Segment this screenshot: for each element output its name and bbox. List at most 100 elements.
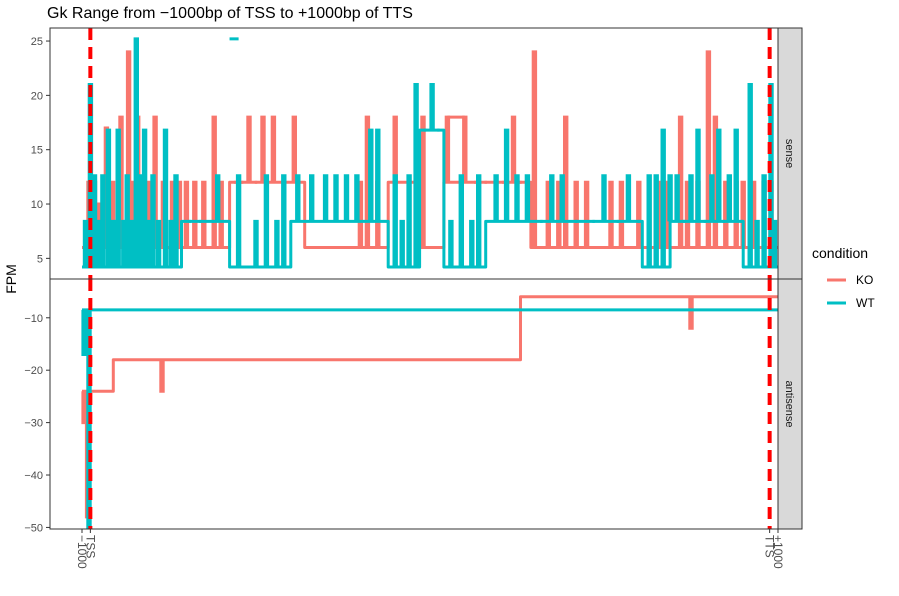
series-spike-wt <box>754 219 760 267</box>
series-spike-wt <box>413 83 419 267</box>
series-spike-wt <box>406 174 412 267</box>
series-spike-wt <box>747 83 753 267</box>
series-spike-wt <box>476 174 482 267</box>
series-spike-ko <box>531 50 538 248</box>
series-spike-wt <box>124 174 130 267</box>
y-tick-label: −40 <box>24 470 43 482</box>
series-spike-ko <box>260 115 266 183</box>
series-spike-ko <box>462 115 468 183</box>
x-tick-label: TTS <box>763 535 777 558</box>
panels: 5 10 15 20 25 sense −10 −20 −30 −40 −50 antisense <box>24 27 803 534</box>
series-spike-wt <box>295 174 301 222</box>
series-spike-wt <box>100 174 106 267</box>
series-spike-wt <box>458 174 464 267</box>
series-spike-wt <box>274 219 280 267</box>
panel-background <box>50 279 778 529</box>
series-spike-wt <box>155 219 162 267</box>
series-spike-ko <box>246 115 252 183</box>
legend-label-wt: WT <box>856 296 875 310</box>
y-tick-label: 15 <box>31 145 43 157</box>
series-spike-ko <box>109 180 116 248</box>
series-spike-wt <box>333 174 339 222</box>
series-spike-wt <box>82 219 89 267</box>
series-spike-ko <box>420 115 426 248</box>
series-spike-wt <box>469 219 475 267</box>
series-spike-wt <box>503 128 510 222</box>
series-spike-ko <box>270 115 277 183</box>
chart-title: Gk Range from −1000bp of TSS to +1000bp … <box>47 5 413 22</box>
y-axis-label: FPM <box>3 264 19 294</box>
series-spike-wt <box>768 83 774 267</box>
series-spike-wt <box>375 128 381 222</box>
series-spike-ko <box>201 180 207 248</box>
series-spike-wt <box>215 174 221 222</box>
series-spike-ko <box>192 180 198 248</box>
legend: condition KO WT <box>812 245 875 310</box>
series-spike-wt <box>660 128 666 267</box>
series-spike-ko <box>636 180 642 248</box>
legend-title: condition <box>812 245 868 261</box>
series-spike-ko <box>444 115 451 183</box>
series-spike-ko <box>583 180 590 248</box>
y-tick-label: 25 <box>31 36 43 48</box>
series-spike-wt <box>235 174 242 267</box>
series-spike-ko <box>392 115 398 183</box>
series-spike-ko <box>183 180 190 248</box>
series-spike-wt <box>733 128 739 222</box>
y-tick-label: −20 <box>24 365 43 377</box>
series-spike-wt <box>150 174 156 267</box>
panel-antisense: −10 −20 −30 −40 −50 antisense <box>24 278 803 534</box>
y-tick-label: −30 <box>24 418 43 430</box>
series-spike-wt <box>399 219 405 267</box>
series-spike-wt <box>667 174 673 222</box>
series-spike-wt <box>368 128 374 222</box>
series-spike-wt <box>674 174 680 222</box>
series-spike-wt <box>253 219 259 267</box>
series-spike-ko <box>291 115 297 183</box>
series-spike-wt <box>145 219 151 267</box>
series-spike-ko <box>688 296 694 330</box>
x-tick-label: TSS <box>83 535 97 558</box>
series-spike-wt <box>549 174 555 222</box>
series-spike-wt <box>709 174 715 222</box>
series-spike-wt <box>115 128 121 267</box>
series-spike-wt <box>392 174 398 267</box>
series-spike-wt <box>559 174 565 222</box>
series-spike-wt <box>726 174 732 222</box>
series-spike-wt <box>87 83 94 267</box>
y-tick-label: −10 <box>24 313 43 325</box>
series-spike-wt <box>110 219 116 267</box>
series-spike-wt <box>716 128 722 222</box>
series-spike-wt <box>429 83 435 131</box>
panel-sense: 5 10 15 20 25 sense <box>31 27 803 280</box>
series-spike-wt <box>129 219 135 267</box>
series-spike-ko <box>159 359 165 393</box>
x-tick-label: −1000 <box>75 535 89 569</box>
y-tick-label: 10 <box>31 199 43 211</box>
series-spike-wt <box>281 174 287 267</box>
strip-label: sense <box>783 139 795 168</box>
series-spike-wt <box>309 174 315 222</box>
series-spike-wt <box>646 174 652 267</box>
series-spike-wt <box>263 174 270 267</box>
x-tick-label: +1000 <box>771 535 785 569</box>
series-spike-wt <box>688 174 694 222</box>
series-spike-wt <box>141 128 148 267</box>
series-spike-wt <box>105 128 112 267</box>
series-spike-ko <box>573 180 579 248</box>
strip-antisense <box>777 278 803 530</box>
series-spike-wt <box>448 219 454 267</box>
series-spike-wt <box>173 174 179 267</box>
legend-label-ko: KO <box>856 273 873 287</box>
series-wt <box>82 37 778 269</box>
series-spike-wt <box>514 174 520 222</box>
series-spike-wt <box>771 219 778 267</box>
series-spike-wt <box>168 219 174 267</box>
series-spike-wt <box>493 174 499 222</box>
series-spike-ko <box>705 50 712 248</box>
series-spike-wt <box>343 174 350 222</box>
series-spike-wt <box>162 128 169 267</box>
series-spike-ko <box>740 180 746 248</box>
